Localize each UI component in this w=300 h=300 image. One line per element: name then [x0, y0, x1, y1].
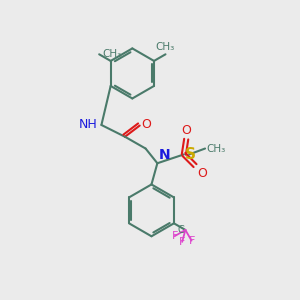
Text: S: S — [185, 147, 196, 162]
Text: F: F — [188, 236, 195, 246]
Text: NH: NH — [79, 118, 98, 131]
Text: O: O — [181, 124, 191, 137]
Text: CH₃: CH₃ — [156, 42, 175, 52]
Text: N: N — [158, 148, 170, 162]
Text: CH₃: CH₃ — [103, 49, 122, 59]
Text: C: C — [177, 225, 184, 235]
Text: F: F — [179, 237, 185, 247]
Text: CH₃: CH₃ — [207, 143, 226, 154]
Text: F: F — [172, 231, 178, 241]
Text: O: O — [197, 167, 207, 180]
Text: O: O — [142, 118, 151, 131]
